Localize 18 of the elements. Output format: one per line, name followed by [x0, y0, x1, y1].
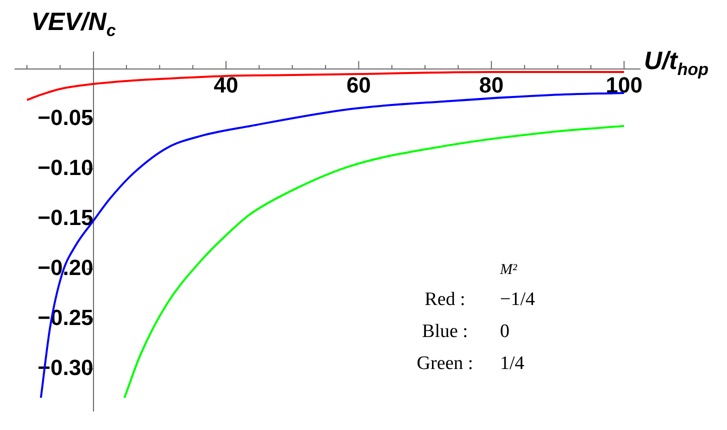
annotation: M² — [500, 262, 518, 279]
annotation: 1/4 — [500, 353, 526, 375]
line-series — [123, 124, 626, 399]
annotation: 0 — [500, 321, 510, 343]
annotation: Red : — [424, 289, 466, 311]
y-axis-title: VEV/N$_{c}$ — [31, 8, 116, 41]
annotation: Green : — [416, 353, 474, 375]
x-tick-label: 60 — [346, 72, 371, 98]
x-tick-label: 100 — [606, 72, 642, 98]
x-axis-title: U/t$_{hop}$ — [644, 46, 708, 80]
annotation: −1/4 — [500, 289, 536, 311]
annotation: Blue : — [421, 321, 469, 343]
y-tick-label: −0.05 — [38, 105, 94, 130]
x-tick-label: 80 — [479, 72, 504, 98]
y-tick-label: −0.15 — [38, 204, 94, 230]
line-series — [40, 92, 626, 399]
x-tick-label: 40 — [214, 72, 238, 98]
y-tick-label: −0.10 — [38, 154, 94, 180]
